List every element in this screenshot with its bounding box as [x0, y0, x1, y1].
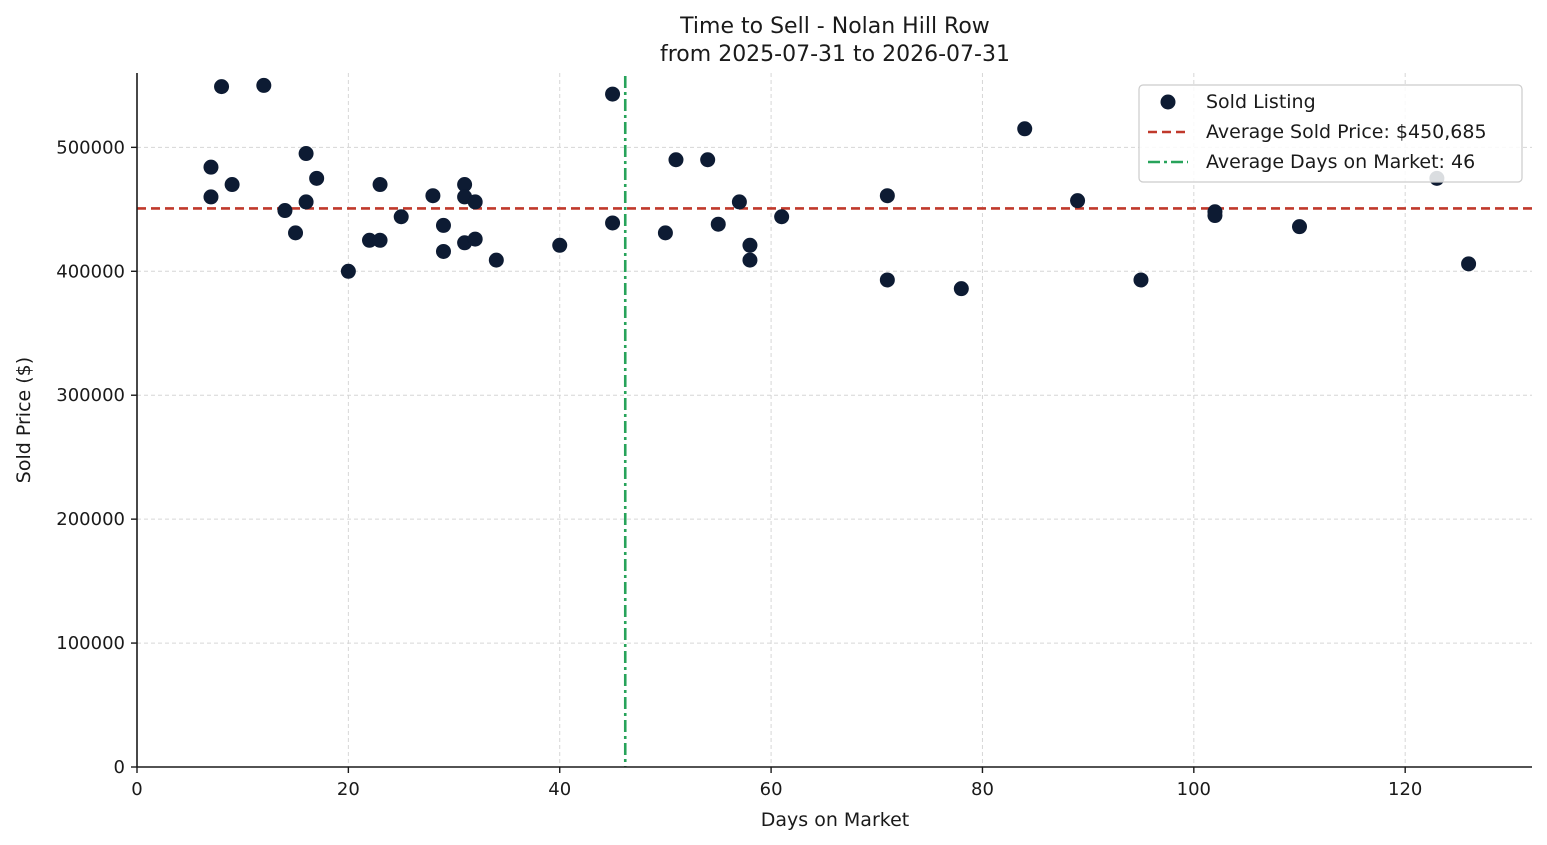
data-point	[953, 281, 969, 297]
data-point	[425, 188, 441, 204]
data-point	[435, 243, 451, 259]
data-point	[657, 225, 673, 241]
data-point	[605, 86, 621, 102]
data-point	[700, 152, 716, 168]
data-point	[710, 216, 726, 232]
y-tick-label: 0	[114, 757, 125, 778]
data-point	[774, 209, 790, 225]
y-axis-label: Sold Price ($)	[13, 357, 35, 483]
data-point	[362, 232, 377, 248]
data-point	[1207, 208, 1223, 224]
chart-subtitle: from 2025-07-31 to 2026-07-31	[660, 42, 1010, 67]
data-point	[203, 189, 219, 205]
grid	[137, 73, 1532, 767]
y-tick-label: 100000	[56, 633, 125, 654]
x-ticks: 0 20 40 60 80 100 120	[131, 767, 1422, 800]
x-tick-label: 80	[971, 779, 994, 800]
x-tick-label: 100	[1177, 779, 1211, 800]
data-point	[340, 263, 356, 279]
data-point	[457, 177, 473, 193]
data-point	[224, 177, 240, 193]
data-point	[879, 188, 895, 204]
legend-label-average-price: Average Sold Price: $450,685	[1206, 121, 1487, 143]
legend-label-sold-listing: Sold Listing	[1206, 91, 1316, 113]
chart-title: Time to Sell - Nolan Hill Row	[679, 14, 990, 39]
data-point	[309, 170, 325, 186]
data-point	[467, 194, 483, 210]
x-tick-label: 120	[1388, 779, 1422, 800]
data-point	[668, 152, 684, 168]
data-point	[488, 252, 504, 268]
data-point	[372, 177, 388, 193]
reference-lines	[137, 76, 1532, 767]
data-point	[298, 146, 314, 162]
data-point	[1133, 272, 1149, 288]
x-tick-label: 60	[760, 779, 783, 800]
legend: Sold Listing Average Sold Price: $450,68…	[1138, 84, 1523, 183]
data-point	[552, 237, 568, 253]
data-point	[435, 217, 451, 233]
legend-marker-sold-listing	[1160, 94, 1176, 110]
data-point	[879, 272, 895, 288]
data-point	[214, 79, 230, 95]
x-tick-label: 40	[548, 779, 571, 800]
data-point	[1070, 193, 1086, 209]
data-point	[1017, 121, 1033, 137]
data-point	[393, 209, 409, 225]
data-point	[1292, 219, 1307, 235]
data-point	[731, 194, 747, 210]
y-tick-label: 500000	[56, 137, 125, 158]
data-point	[256, 77, 272, 93]
x-tick-label: 20	[337, 779, 360, 800]
y-tick-label: 300000	[56, 385, 125, 406]
legend-box	[1138, 84, 1523, 183]
data-point	[372, 232, 388, 248]
x-tick-label: 0	[131, 779, 142, 800]
data-point	[298, 194, 314, 210]
data-point	[288, 225, 304, 241]
y-tick-label: 200000	[56, 509, 125, 530]
data-point	[1461, 256, 1477, 272]
legend-label-average-days: Average Days on Market: 46	[1206, 151, 1475, 173]
data-point	[742, 237, 758, 253]
data-point	[605, 215, 621, 231]
y-ticks: 0 100000 200000 300000 400000 500000	[56, 137, 137, 778]
data-point	[277, 203, 293, 219]
data-point	[742, 252, 758, 268]
data-point	[203, 159, 219, 175]
axes	[136, 73, 1532, 768]
y-tick-label: 400000	[56, 261, 125, 282]
data-point	[467, 231, 483, 247]
x-axis-label: Days on Market	[761, 809, 909, 831]
